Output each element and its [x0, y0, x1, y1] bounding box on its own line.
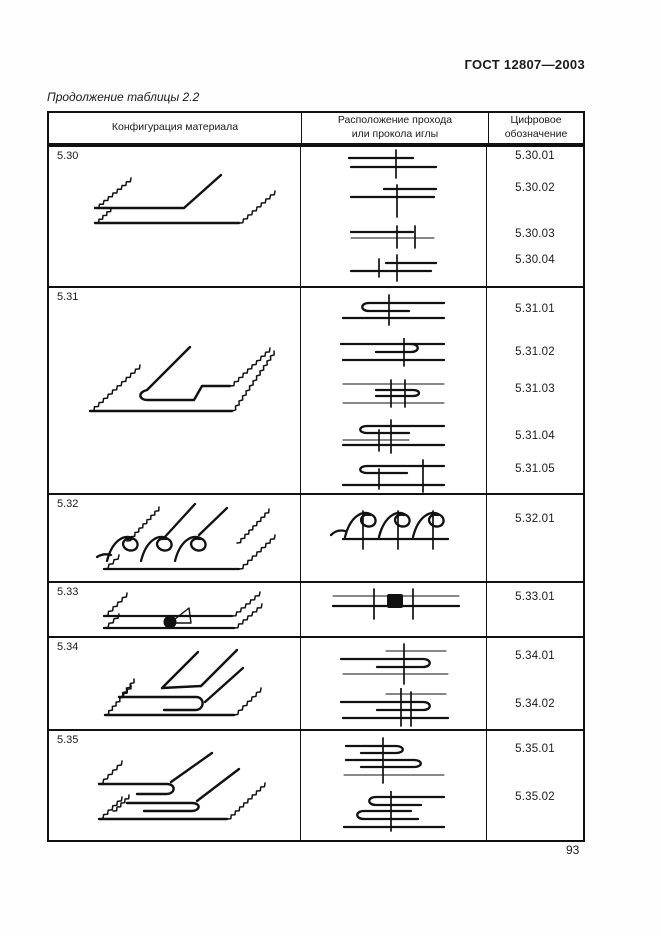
stitch-diagram-5-31-03: [342, 379, 445, 408]
stitch-diagram-5-30-04: [349, 254, 438, 282]
stitch-diagram-5-31-01: [341, 294, 446, 326]
page-number: 93: [566, 843, 580, 857]
header-code-line1: Цифровое: [510, 114, 562, 127]
code-value: 5.35.01: [515, 743, 555, 755]
table-row-5-30: 5.30: [49, 145, 583, 286]
stitch-diagram-5-32-01: [329, 510, 450, 550]
config-diagram-5-32: [95, 502, 276, 571]
code-value: 5.31.01: [515, 303, 555, 315]
stitch-diagram-5-34-02: [339, 688, 450, 727]
code-value: 5.30.01: [515, 150, 555, 162]
header-code: Цифровое обозначение: [489, 113, 583, 143]
table-row-5-35: 5.35: [49, 729, 583, 840]
stitch-diagram-5-31-05: [341, 459, 446, 493]
code-value: 5.31.05: [515, 463, 555, 475]
header-needle-location: Расположение прохода или прокола иглы: [302, 113, 489, 143]
code-value: 5.31.02: [515, 346, 555, 358]
stitch-diagram-5-34-01: [339, 643, 449, 685]
config-diagram-5-30: [93, 173, 276, 225]
header-needle-location-line2: или прокола иглы: [351, 128, 439, 140]
table-caption: Продолжение таблицы 2.2: [47, 90, 200, 104]
code-value: 5.34.02: [515, 698, 555, 710]
code-value: 5.30.04: [515, 254, 555, 266]
stitch-diagram-5-31-04: [341, 419, 446, 454]
row-id: 5.33: [57, 586, 79, 598]
stitch-diagram-5-35-02: [342, 791, 446, 832]
code-value: 5.30.02: [515, 182, 555, 194]
header-configuration: Конфигурация материала: [49, 113, 302, 143]
table-row-5-34: 5.34: [49, 636, 583, 729]
code-value: 5.35.02: [515, 791, 555, 803]
row-id: 5.35: [57, 734, 79, 746]
code-value: 5.34.01: [515, 650, 555, 662]
header-configuration-label: Конфигурация материала: [111, 121, 239, 134]
config-diagram-5-31: [88, 345, 275, 413]
code-value: 5.33.01: [515, 591, 555, 603]
config-diagram-5-33: [102, 591, 263, 630]
doc-number: ГОСТ 12807—2003: [464, 57, 585, 72]
stitch-diagram-5-30-01: [347, 149, 438, 179]
config-diagram-5-35: [97, 751, 266, 821]
config-diagram-5-34: [103, 648, 262, 717]
code-value: 5.31.03: [515, 383, 555, 395]
code-value: 5.32.01: [515, 513, 555, 525]
header-needle-location-line1: Расположение прохода: [337, 114, 453, 127]
code-value: 5.31.04: [515, 430, 555, 442]
stitch-diagram-5-30-03: [349, 225, 435, 249]
row-id: 5.34: [57, 641, 79, 653]
stitch-diagram-5-35-01: [343, 737, 445, 784]
stitch-diagram-5-33-01: [331, 588, 461, 620]
stitch-diagram-5-31-02: [339, 338, 446, 367]
code-value: 5.30.03: [515, 228, 555, 240]
table-header-row: Конфигурация материала Расположение прох…: [49, 113, 583, 145]
stitch-diagram-5-30-02: [349, 184, 438, 218]
row-id: 5.32: [57, 498, 79, 510]
table-row-5-33: 5.33 5.33.01: [49, 581, 583, 636]
row-id: 5.30: [57, 150, 79, 162]
row-id: 5.31: [57, 291, 79, 303]
table-row-5-32: 5.32: [49, 493, 583, 581]
header-code-line2: обозначение: [504, 128, 568, 140]
stitch-table: Конфигурация материала Расположение прох…: [47, 111, 585, 842]
table-row-5-31: 5.31: [49, 286, 583, 493]
